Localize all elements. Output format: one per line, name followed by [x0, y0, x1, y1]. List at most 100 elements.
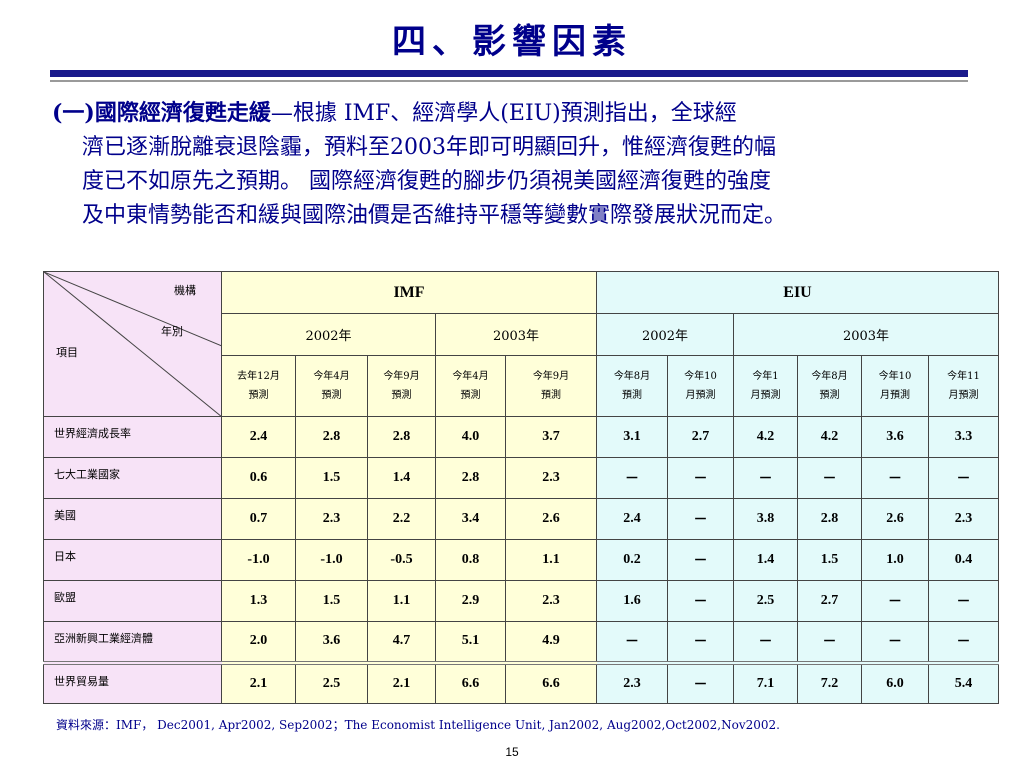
year-header-eiu-2002: 2002年: [596, 313, 734, 356]
table-row: 世界經濟成長率 2.4 2.8 2.8 4.0 3.7 3.1 2.7 4.2 4.2 3.6 3.3: [43, 416, 1000, 458]
table-cell: －: [596, 457, 668, 499]
table-cell: 2.1: [221, 660, 296, 704]
table-row: 日本 -1.0 -1.0 -0.5 0.8 1.1 0.2 － 1.4 1.5 1.0 0.4: [43, 539, 1000, 581]
row-label: 美國: [43, 498, 222, 540]
year-header-imf-2003: 2003年: [435, 313, 597, 356]
table-row: 歐盟 1.3 1.5 1.1 2.9 2.3 1.6 － 2.5 2.7 －－: [43, 580, 1000, 622]
table-cell: 7.1: [733, 660, 798, 704]
table-cell: 0.2: [596, 539, 668, 581]
title-underline-thin: [50, 80, 968, 82]
table-cell: 2.6: [505, 498, 597, 540]
year-header-imf-2002: 2002年: [221, 313, 436, 356]
table-cell: 2.1: [367, 660, 436, 704]
page-number: 15: [505, 745, 519, 759]
table-cell: 3.7: [505, 416, 597, 458]
table-cell: 1.4: [733, 539, 798, 581]
table-cell: 2.3: [505, 457, 597, 499]
table-cell: －: [733, 457, 798, 499]
intro-line-3: 度已不如原先之預期。 國際經濟復甦的腳步仍須視美國經濟復甦的強度: [82, 169, 771, 194]
table-cell: 6.0: [861, 660, 929, 704]
table-cell: －: [733, 621, 798, 663]
row-label: 世界貿易量: [43, 660, 222, 704]
table-cell: 5.1: [435, 621, 506, 663]
table-cell: 1.5: [295, 457, 368, 499]
table-cell: 1.1: [367, 580, 436, 622]
table-cell: －: [667, 580, 734, 622]
row-label: 亞洲新興工業經濟體: [43, 621, 222, 663]
table-cell: －: [667, 621, 734, 663]
table-cell: 2.3: [295, 498, 368, 540]
title-underline-thick: [50, 70, 968, 77]
table-cell: 4.0: [435, 416, 506, 458]
table-cell: －: [861, 457, 929, 499]
org-header-imf: IMF: [221, 271, 597, 314]
table-cell: 6.6: [435, 660, 506, 704]
slide-title: 四、影響因素: [392, 22, 632, 62]
table-cell: 1.5: [295, 580, 368, 622]
row-label: 日本: [43, 539, 222, 581]
table-cell: 2.5: [295, 660, 368, 704]
table-cell: 2.6: [861, 498, 929, 540]
table-cell: 3.3: [927, 416, 1000, 458]
table-cell: 2.8: [435, 457, 506, 499]
table-cell: 4.2: [733, 416, 798, 458]
table-cell: 4.7: [367, 621, 436, 663]
corner-org-label: 機構: [174, 284, 196, 297]
table-cell: -1.0: [295, 539, 368, 581]
table-cell: -1.0: [221, 539, 296, 581]
table-cell: 2.5: [733, 580, 798, 622]
table-cell: －: [927, 580, 1000, 622]
intro-line-2: 濟已逐漸脫離衰退陰霾，預料至2003年即可明顯回升，惟經濟復甦的幅: [82, 135, 776, 160]
sub-header: 今年11 月預測: [927, 355, 1000, 417]
table-cell: 3.4: [435, 498, 506, 540]
row-label: 七大工業國家: [43, 457, 222, 499]
table-cell: 2.8: [797, 498, 862, 540]
table-cell: －: [927, 621, 1000, 663]
sub-header: 今年8月 預測: [797, 355, 862, 417]
sub-header: 今年10 月預測: [667, 355, 734, 417]
table-cell: －: [667, 660, 734, 704]
table-cell: －: [797, 621, 862, 663]
sub-header: 今年10 月預測: [861, 355, 929, 417]
table-cell: 2.8: [295, 416, 368, 458]
year-header-eiu-2003: 2003年: [732, 313, 1000, 356]
table-corner-header: 機構 年別 項目: [43, 271, 222, 417]
table-cell: －: [667, 498, 734, 540]
table-cell: 0.8: [435, 539, 506, 581]
table-row: 七大工業國家 0.6 1.5 1.4 2.8 2.3 －－－－－－: [43, 457, 1000, 499]
org-header-eiu: EIU: [595, 271, 1000, 314]
corner-year-label: 年別: [161, 325, 183, 338]
table-cell: 2.3: [927, 498, 1000, 540]
table-cell: 2.3: [596, 660, 668, 704]
intro-line-1: (一)國際經濟復甦走緩—根據 IMF、經濟學人(EIU)預測指出，全球經: [52, 96, 977, 131]
source-note: 資料來源：IMF， Dec2001, Apr2002, Sep2002；The …: [56, 718, 780, 732]
table-cell: 1.0: [861, 539, 929, 581]
table-cell: －: [596, 621, 668, 663]
table-cell: 4.2: [797, 416, 862, 458]
table-cell: 4.9: [505, 621, 597, 663]
table-cell: －: [667, 457, 734, 499]
table-cell: 1.4: [367, 457, 436, 499]
sub-header: 今年4月 預測: [435, 355, 506, 417]
corner-item-label: 項目: [56, 346, 78, 359]
corner-diagonal-lines: [44, 272, 222, 417]
table-cell: 2.7: [797, 580, 862, 622]
table-cell: 1.3: [221, 580, 296, 622]
table-cell: －: [667, 539, 734, 581]
sub-header: 今年8月 預測: [596, 355, 668, 417]
intro-line-4: 及中東情勢能否和緩與國際油價是否維持平穩等變數實際發展狀況而定。: [82, 203, 787, 228]
table-cell: 3.6: [295, 621, 368, 663]
table-cell: 2.2: [367, 498, 436, 540]
table-cell: 7.2: [797, 660, 862, 704]
table-cell: 0.4: [927, 539, 1000, 581]
row-label: 歐盟: [43, 580, 222, 622]
table-row: 亞洲新興工業經濟體 2.0 3.6 4.7 5.1 4.9 －－－－－－: [43, 621, 1000, 663]
table-cell: －: [797, 457, 862, 499]
intro-lead: (一)國際經濟復甦走緩: [52, 100, 271, 126]
table-cell: 3.8: [733, 498, 798, 540]
table-cell: 1.5: [797, 539, 862, 581]
table-cell: 2.9: [435, 580, 506, 622]
forecast-table: 機構 年別 項目 IMF EIU 2002年 2003年 2002年 2003年…: [43, 271, 1000, 704]
table-cell: 3.1: [596, 416, 668, 458]
table-cell: 2.7: [667, 416, 734, 458]
